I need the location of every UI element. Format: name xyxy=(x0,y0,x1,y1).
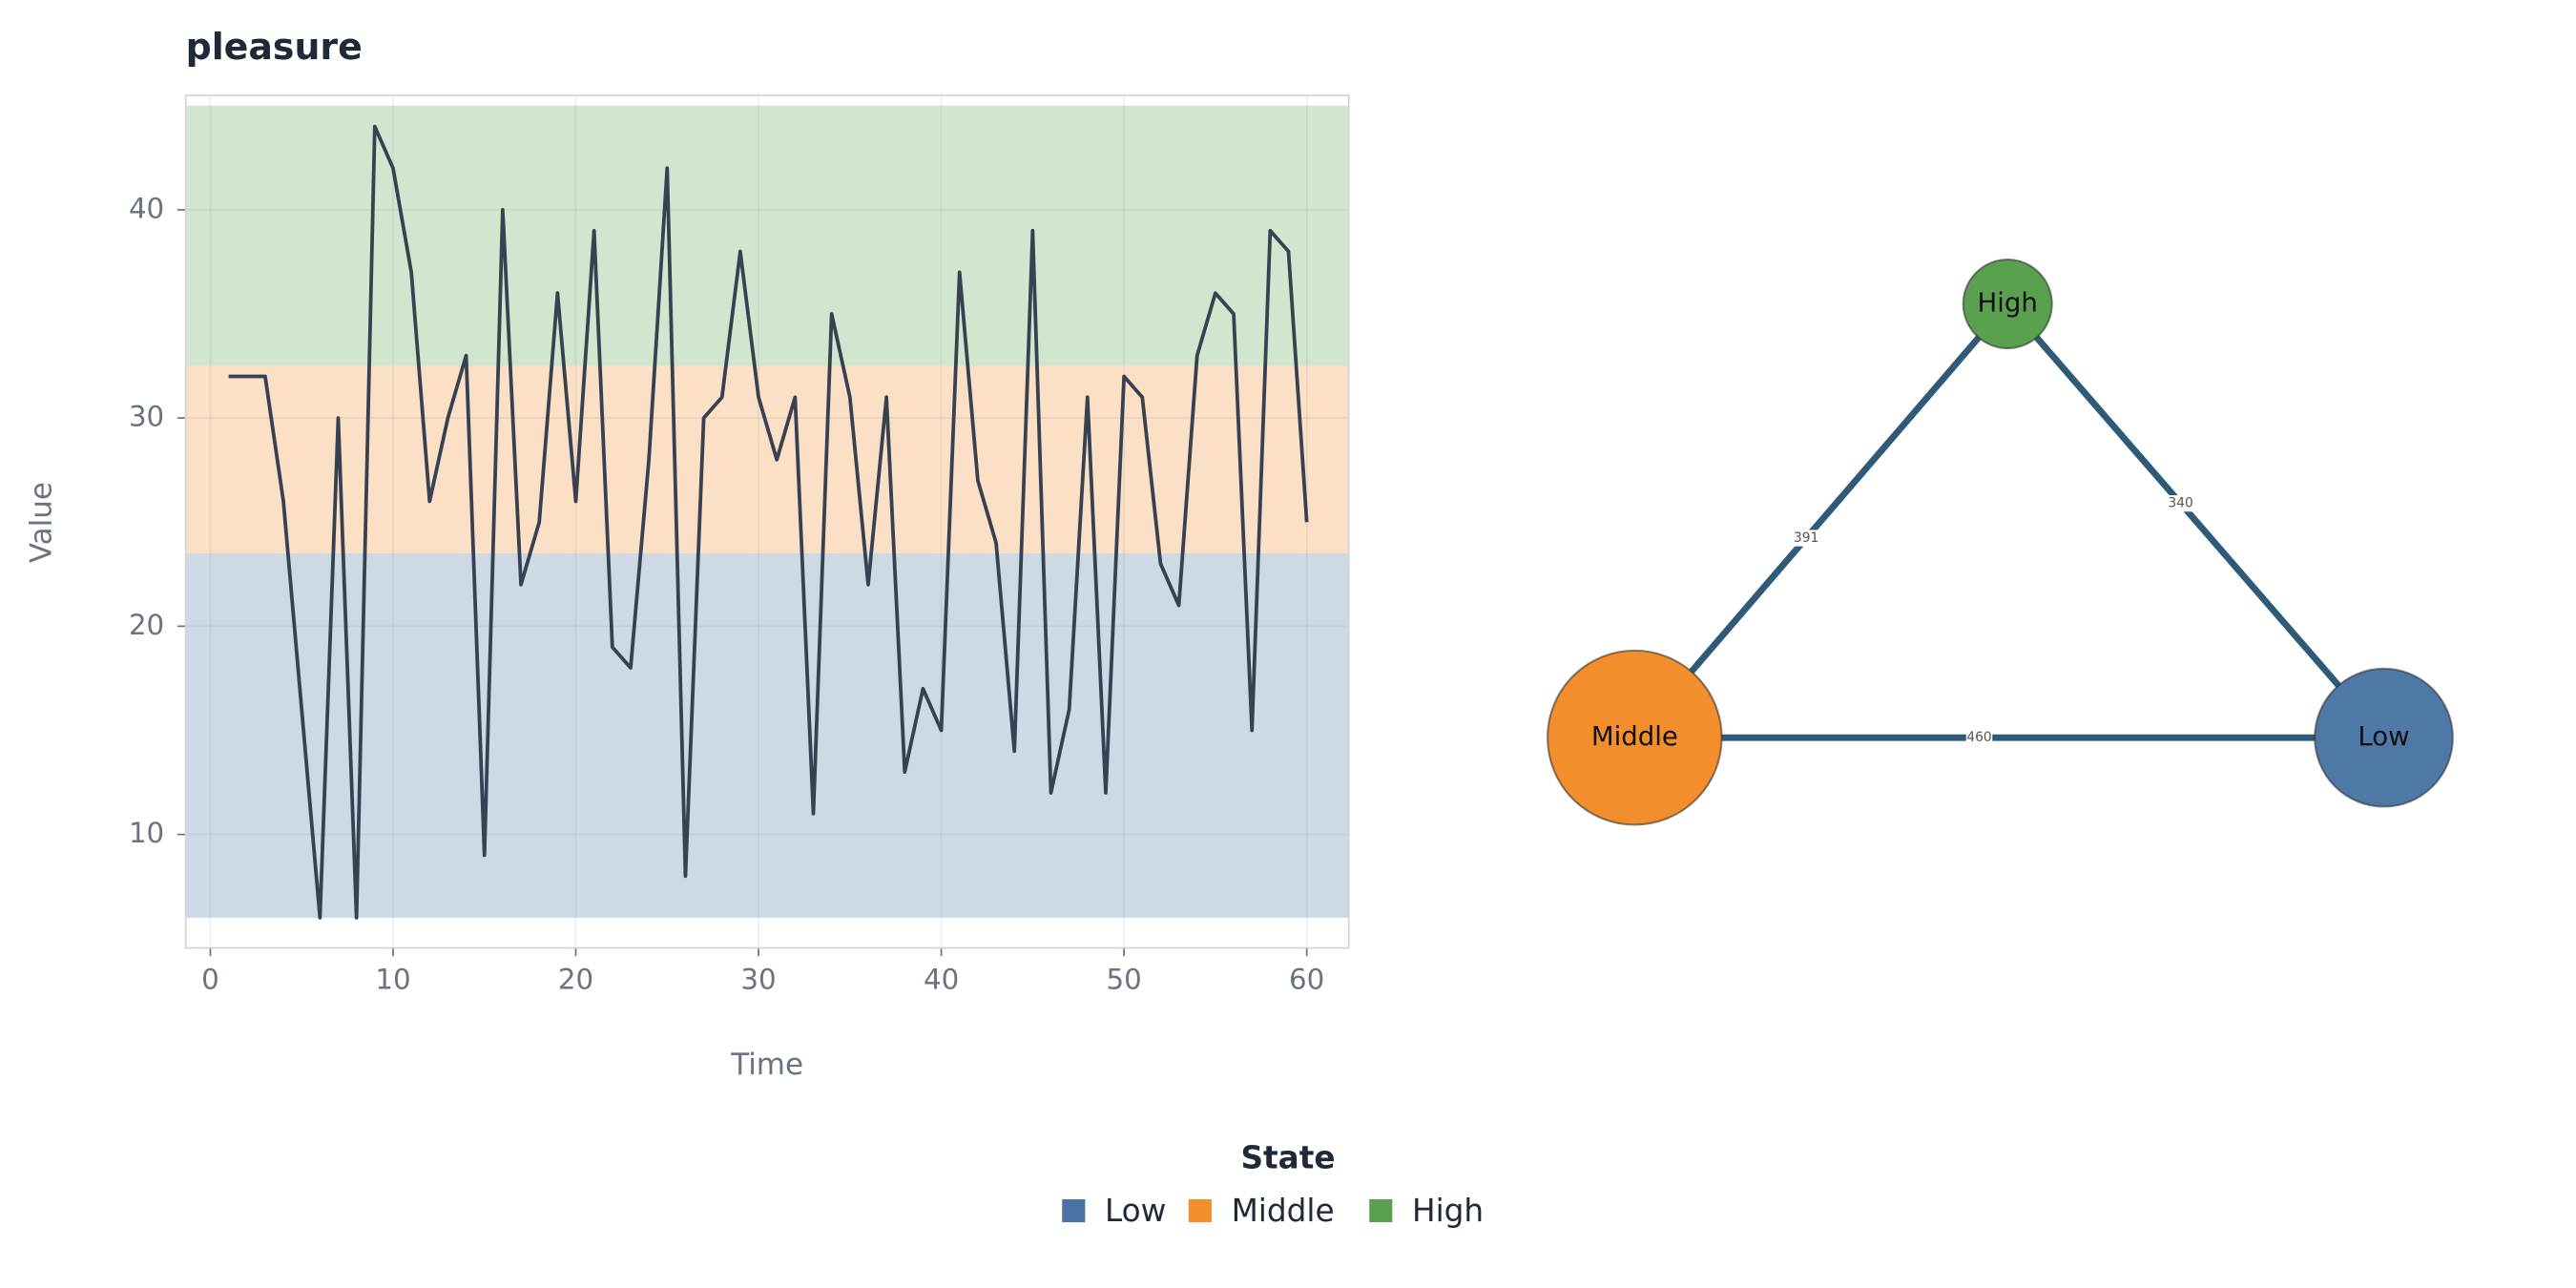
legend-swatch xyxy=(1062,1199,1086,1223)
edge-label-bg xyxy=(2167,495,2194,512)
y-tick-label: 10 xyxy=(129,817,164,849)
plot-frame xyxy=(184,94,1350,949)
edge xyxy=(1631,301,2010,740)
node xyxy=(1547,649,1723,826)
legend-label: Middle xyxy=(1232,1193,1335,1229)
state-band xyxy=(185,552,1349,918)
edge-label: 340 xyxy=(2168,496,2192,511)
legend-swatch xyxy=(1188,1199,1212,1223)
state-band xyxy=(185,365,1349,553)
state-band xyxy=(185,105,1349,366)
x-tick-label: 0 xyxy=(201,963,219,995)
x-tick-label: 10 xyxy=(375,963,410,995)
legend-title: State xyxy=(1240,1140,1335,1176)
edge-label-bg xyxy=(1965,729,1993,746)
x-tick-label: 40 xyxy=(924,963,959,995)
data-line xyxy=(228,124,1309,920)
x-tick-label: 50 xyxy=(1106,963,1141,995)
legend-label: High xyxy=(1412,1193,1484,1229)
y-tick-label: 20 xyxy=(129,609,164,641)
edge-label: 391 xyxy=(1794,530,1818,546)
edge xyxy=(2005,301,2387,740)
node-label: High xyxy=(1978,288,2038,319)
edge-label: 460 xyxy=(1966,730,1991,745)
network: 391 340 460 High Middle Low xyxy=(1547,259,2454,826)
node xyxy=(2314,667,2454,808)
y-tick-label: 30 xyxy=(129,401,164,433)
edge-label-bg xyxy=(1793,530,1819,547)
y-axis-label: Value xyxy=(24,482,58,563)
x-axis-label: Time xyxy=(730,1048,803,1082)
x-tick-label: 30 xyxy=(740,963,776,995)
node-label: Low xyxy=(2358,721,2409,752)
x-tick-label: 20 xyxy=(558,963,593,995)
chart-title: pleasure xyxy=(186,26,363,68)
x-tick-label: 60 xyxy=(1289,963,1324,995)
node-label: Middle xyxy=(1591,721,1678,752)
legend-swatch xyxy=(1369,1199,1393,1223)
node xyxy=(1962,259,2053,350)
y-tick-label: 40 xyxy=(129,192,164,224)
legend-label: Low xyxy=(1105,1193,1166,1229)
